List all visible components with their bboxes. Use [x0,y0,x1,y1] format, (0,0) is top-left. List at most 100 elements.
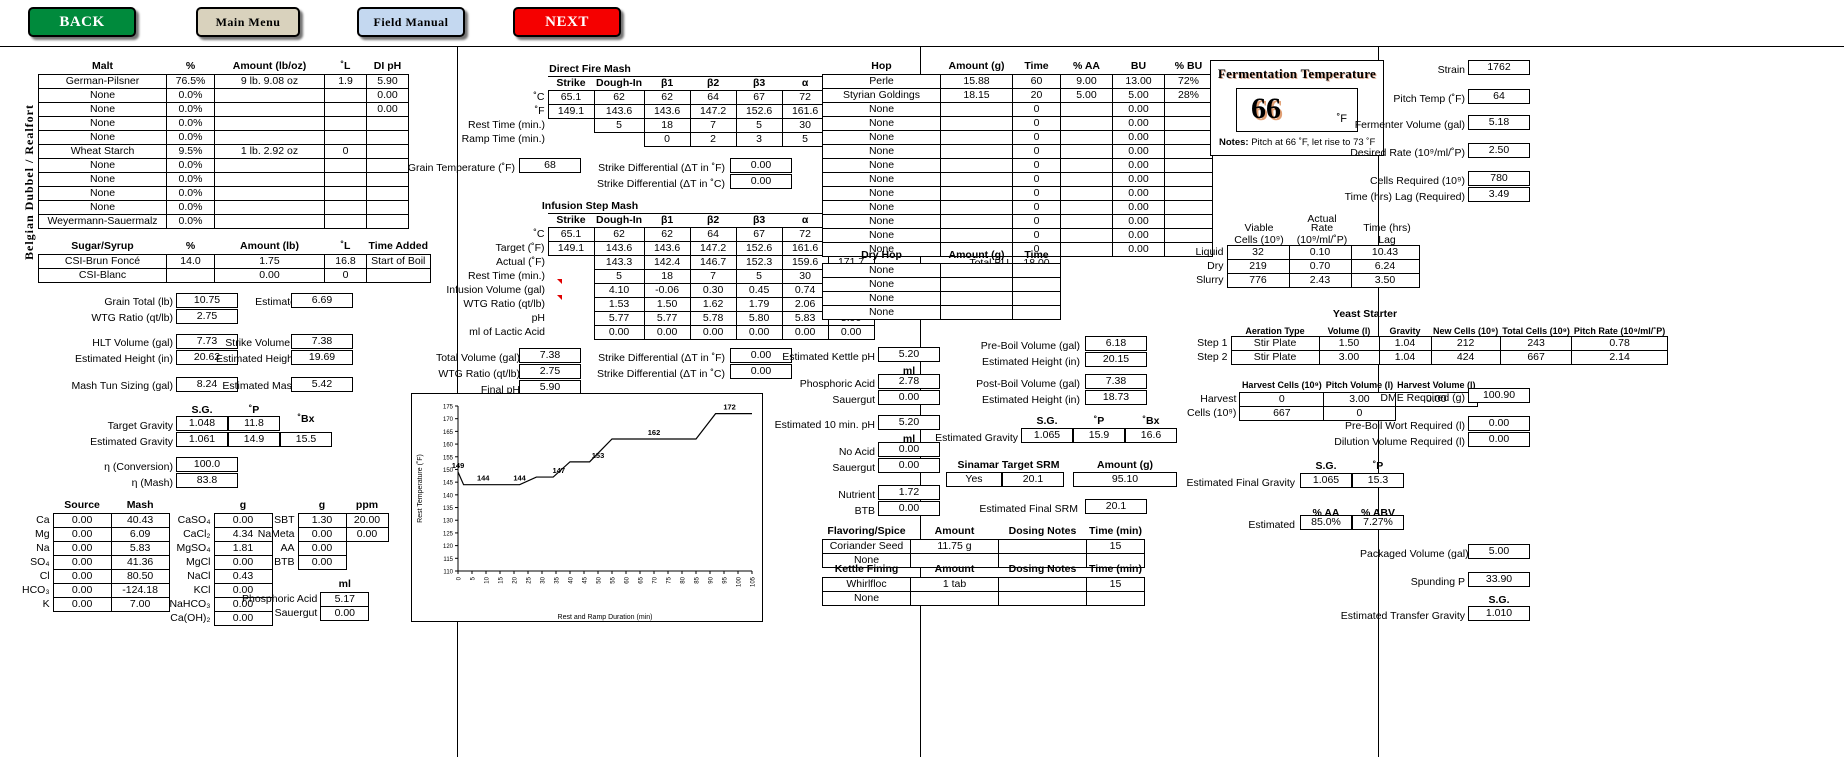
table-cell[interactable] [998,590,1087,606]
table-cell[interactable] [324,129,367,145]
kettle-ph-value[interactable]: 5.20 [878,347,940,362]
final-srm-value[interactable]: 20.1 [1085,499,1147,514]
table-cell[interactable]: 5.17 [320,591,370,607]
table-cell[interactable]: 219 [1226,259,1290,274]
table-cell[interactable]: SO₄ [30,555,50,568]
table-row[interactable]: None 0.0% 0.00 [38,101,409,117]
table-cell[interactable]: Mg [35,527,50,540]
dfm-strike-diff-c-value[interactable]: 0.00 [730,174,792,189]
sinamar-srm-value[interactable]: 20.1 [1002,472,1064,487]
table-cell[interactable]: CSI-Blanc [38,267,167,283]
table-cell[interactable]: 1 lb. 2.92 oz [214,143,325,159]
table-cell[interactable]: 0.00 [52,582,112,598]
table-cell[interactable]: 5 [593,118,645,133]
table-cell[interactable] [366,199,409,215]
table-cell[interactable]: None [822,115,941,131]
table-cell[interactable] [1012,276,1061,292]
table-cell[interactable]: 143.6 [643,104,691,119]
table-cell[interactable]: CSI-Brun Foncé [38,253,167,269]
table-cell[interactable]: 0.00 [366,87,409,103]
table-cell[interactable]: 0 [1012,101,1061,117]
table-cell[interactable]: None [38,129,167,145]
table-cell[interactable]: Wheat Starch [38,143,167,159]
table-cell[interactable] [1086,590,1145,606]
table-cell[interactable] [324,185,367,201]
table-cell[interactable]: 5 [781,132,829,147]
table-cell[interactable]: 143.6 [593,241,645,256]
table-cell[interactable] [324,101,367,117]
table-cell[interactable]: 1.81 [213,540,273,556]
table-cell[interactable] [940,129,1013,145]
table-cell[interactable]: 7 [689,269,737,284]
table-cell[interactable] [1164,199,1213,215]
ism-strike-diff-f-value[interactable]: 0.00 [730,348,792,363]
table-cell[interactable]: 0.00 [214,267,325,283]
table-cell[interactable]: None [38,115,167,131]
back-button[interactable]: BACK [28,7,136,37]
table-cell[interactable]: 0.45 [735,283,783,298]
dilution-value[interactable]: 0.00 [1468,432,1530,447]
fermenter-volume-value[interactable]: 5.18 [1468,115,1530,130]
table-row[interactable]: None 0 0.00 [822,115,1213,131]
table-cell[interactable]: 76.5% [166,73,215,89]
table-cell[interactable]: 67 [735,227,783,242]
strike-height-value[interactable]: 19.69 [291,350,353,365]
table-cell[interactable]: 18 [643,269,691,284]
table-row[interactable]: None 0 0.00 [822,213,1213,229]
table-row[interactable]: None 0 0.00 [822,199,1213,215]
table-cell[interactable]: 32 [1226,245,1290,260]
table-cell[interactable]: 20 [1012,87,1061,103]
table-cell[interactable]: 0.00 [735,325,783,340]
table-cell[interactable]: 0.00 [1112,241,1165,257]
flavoring-spice-table[interactable]: Flavoring/Spice Amount Dosing Notes Time (m… [822,525,1145,568]
table-cell[interactable]: 0.00 [1112,143,1165,159]
table-cell[interactable]: 0.00 [366,101,409,117]
table-cell[interactable]: 0.00 [320,605,370,621]
table-cell[interactable] [1060,213,1113,229]
table-row[interactable]: Whirlfloc 1 tab 15 [822,576,1145,592]
postboil-volume-value[interactable]: 7.38 [1085,374,1147,389]
table-cell[interactable]: 0.00 [1112,129,1165,145]
table-cell[interactable] [324,87,367,103]
table-cell[interactable]: 0 [1323,405,1396,421]
table-row[interactable]: None [822,590,1145,606]
phosphoric-acid-value[interactable]: 2.78 [878,374,940,389]
table-cell[interactable]: 0.00 [52,526,112,542]
table-row[interactable]: Coriander Seed 11.75 g 15 [822,538,1145,554]
table-cell[interactable]: None [822,304,941,320]
table-cell[interactable]: 143.6 [643,241,691,256]
target-gravity-p[interactable]: 11.8 [228,416,280,431]
table-cell[interactable]: 143.3 [593,255,645,270]
table-row[interactable]: KCl 0.00 [166,582,273,598]
table-cell[interactable]: 60 [1012,73,1061,89]
table-row[interactable]: None 0 0.00 [822,227,1213,243]
table-row[interactable]: Actual (˚F) 143.3 142.4 146.7 152.3 159.6 171… [430,255,875,270]
table-cell[interactable] [214,171,325,187]
table-row[interactable]: None 0 0.00 [822,185,1213,201]
table-cell[interactable]: Weyermann-Sauermalz [38,213,167,229]
table-cell[interactable]: None [822,129,941,145]
table-cell[interactable]: None [822,157,941,173]
table-row[interactable]: HCO₃ 0.00 -124.18 [20,582,170,598]
table-cell[interactable]: 1.79 [735,297,783,312]
table-cell[interactable]: German-Pilsner [38,73,167,89]
table-row[interactable]: None [822,262,1061,278]
table-cell[interactable]: 6.09 [110,526,170,542]
preboil-height-value[interactable]: 20.15 [1085,352,1147,367]
table-cell[interactable]: 67 [735,90,783,105]
table-row[interactable]: BTB 0.00 [243,554,388,570]
btb-value[interactable]: 0.00 [878,501,940,516]
pitch-temp-value[interactable]: 64 [1468,89,1530,104]
dfm-strike-diff-f-value[interactable]: 0.00 [730,158,792,173]
table-cell[interactable]: None [822,227,941,243]
table-cell[interactable]: 65.1 [547,227,595,242]
est-transfer-value[interactable]: 1.010 [1468,606,1530,621]
table-cell[interactable]: 1.75 [214,253,325,269]
fermentation-temp-box[interactable]: 66 ˚F [1236,88,1358,132]
table-cell[interactable]: None [822,290,941,306]
table-cell[interactable] [1164,157,1213,173]
preboil-volume-value[interactable]: 6.18 [1085,336,1147,351]
table-cell[interactable] [324,199,367,215]
table-cell[interactable] [1060,171,1113,187]
sauergut-value-2[interactable]: 0.00 [878,458,940,473]
